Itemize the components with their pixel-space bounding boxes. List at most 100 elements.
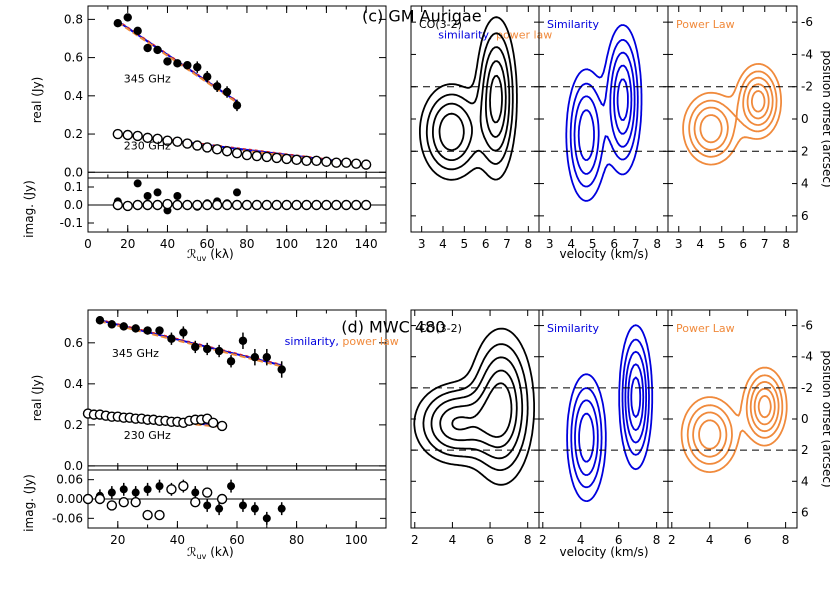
imag-point-open [122,200,133,212]
data-point-filled [179,328,188,337]
map-ytick-label: -2 [801,80,813,94]
imag-point-filled [227,482,236,491]
data-point-open [311,155,322,167]
data-point-filled [222,87,232,97]
data-point-filled [113,19,123,28]
data-point-open [281,153,292,165]
data-point-filled [262,352,271,362]
data-point-filled [143,326,152,335]
imag-point-open [351,199,362,211]
contours [682,63,782,166]
imag-ytick-label: -0.1 [60,216,83,230]
imag-point-open [301,199,312,211]
contour-level [419,16,518,181]
data-point-open [132,130,143,142]
data-point-filled [203,72,212,81]
uv-xlabel: ℛuv (kλ) [187,247,234,263]
data-point-filled [193,62,202,72]
imag-point-open [142,509,153,521]
data-point-filled [191,342,200,352]
velocity-xlabel: velocity (km/s) [559,247,648,261]
imag-ytick-label: 0.0 [64,198,83,212]
data-point-open [152,133,163,145]
map-xtick-label: 2 [539,533,547,547]
map-panel-label: CO(3-2) [419,322,462,335]
legend: similarity, power law [285,335,399,348]
data-point-filled [203,344,212,354]
imag-point-open [130,497,141,508]
data-point-filled [232,101,242,110]
map-xtick-label: 7 [503,237,511,251]
contour-level [692,381,780,458]
imag-point-open [360,199,372,211]
velocity-xlabel: velocity (km/s) [559,545,648,559]
map-xtick-label: 7 [632,237,640,251]
imag-point-open [132,199,143,211]
data-point-filled [119,322,128,331]
imag-point-open [216,493,228,505]
imag-point-open [152,199,163,211]
contour-level [565,24,643,202]
legend-power-law: power law [493,28,553,41]
contour-level [688,70,778,158]
map-ytick-label: 2 [801,443,809,457]
imag-point-filled [262,514,271,523]
map-xtick-label: 6 [744,533,752,547]
imag-point-open [192,199,203,211]
imag-point-filled [250,504,259,513]
real-ytick-label: 0.4 [64,377,83,391]
channel-map-co-3-2-: 3 4 5 6 7 8 CO(3-2) [410,5,540,251]
map-panel-label: Similarity [547,322,599,335]
map-xtick-label: 8 [782,237,790,251]
contour-level [438,60,507,151]
data-point-open [251,150,263,162]
contour-level [682,63,782,166]
imag-point-open [211,199,223,211]
imag-point-open [112,199,124,211]
data-point-filled [238,336,248,345]
imag-point-filled [238,501,247,510]
data-point-open [301,155,312,167]
map-panel-label: CO(3-2) [419,18,462,31]
imag-point-filled [107,488,116,497]
data-point-filled [277,365,286,374]
map-xtick-label: 5 [589,237,597,251]
map-xtick-label: 3 [418,237,426,251]
imag-point-open [94,493,106,505]
legend-similarity: similarity, [438,28,492,41]
imag-point-open [331,199,342,211]
data-point-open [221,146,233,157]
imag-point-filled [153,188,162,197]
imag-ytick-label: 0.00 [56,492,83,506]
imag-point-open [341,199,352,211]
data-point-open [207,417,219,429]
contours [680,366,788,473]
contour-level [686,374,784,465]
contour-level [573,51,636,175]
map-xtick-label: 2 [411,533,419,547]
imag-point-filled [215,504,224,513]
map-xtick-label: 4 [577,533,585,547]
imag-point-open [321,199,332,211]
panel-title: (c) GM Aurigae [362,6,482,25]
real-ytick-label: 0.0 [64,165,83,179]
imag-xtick-label: 100 [275,237,298,251]
map-ytick-label: 0 [801,412,809,426]
data-point-filled [155,326,164,335]
data-point-filled [153,45,162,55]
data-point-open [261,151,272,163]
imag-point-filled [155,482,164,491]
data-point-filled [167,334,176,343]
imag-xtick-label: 20 [110,533,125,547]
data-point-open [216,420,228,432]
legend: similarity, power law [438,28,552,41]
contour-level [570,338,650,489]
map-xtick-label: 8 [782,533,790,547]
channel-map-similarity: 2 4 6 8 Similarity [538,309,669,547]
imag-point-open [271,199,282,211]
map-ytick-label: -4 [801,350,813,364]
imag-point-filled [173,192,182,200]
real-ylabel: real (Jy) [30,77,44,124]
